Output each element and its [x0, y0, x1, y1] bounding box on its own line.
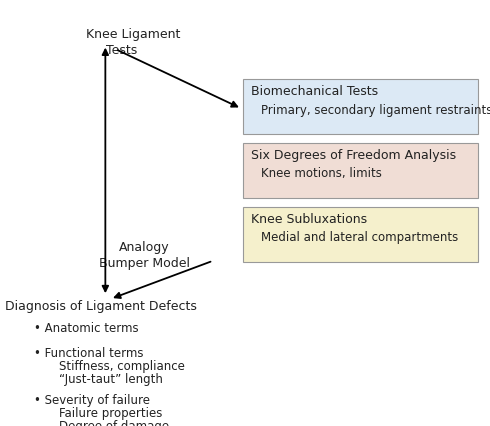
Text: • Anatomic terms: • Anatomic terms: [34, 322, 139, 335]
Text: Medial and lateral compartments: Medial and lateral compartments: [261, 231, 459, 245]
Text: Six Degrees of Freedom Analysis: Six Degrees of Freedom Analysis: [251, 149, 457, 162]
Text: Diagnosis of Ligament Defects: Diagnosis of Ligament Defects: [5, 300, 197, 314]
Text: Degree of damage: Degree of damage: [59, 420, 169, 426]
FancyBboxPatch shape: [243, 207, 478, 262]
Text: Knee motions, limits: Knee motions, limits: [261, 167, 382, 181]
Text: Biomechanical Tests: Biomechanical Tests: [251, 85, 378, 98]
FancyBboxPatch shape: [243, 79, 478, 134]
Text: Stiffness, compliance: Stiffness, compliance: [59, 360, 185, 373]
Text: Knee Ligament
     Tests: Knee Ligament Tests: [86, 28, 180, 57]
Text: “Just-taut” length: “Just-taut” length: [59, 373, 163, 386]
Text: • Severity of failure: • Severity of failure: [34, 394, 150, 407]
Text: • Functional terms: • Functional terms: [34, 347, 144, 360]
Text: Primary, secondary ligament restraints: Primary, secondary ligament restraints: [261, 104, 490, 117]
Text: Knee Subluxations: Knee Subluxations: [251, 213, 368, 226]
Text: Analogy
Bumper Model: Analogy Bumper Model: [99, 241, 190, 270]
Text: Failure properties: Failure properties: [59, 407, 162, 420]
FancyBboxPatch shape: [243, 143, 478, 198]
